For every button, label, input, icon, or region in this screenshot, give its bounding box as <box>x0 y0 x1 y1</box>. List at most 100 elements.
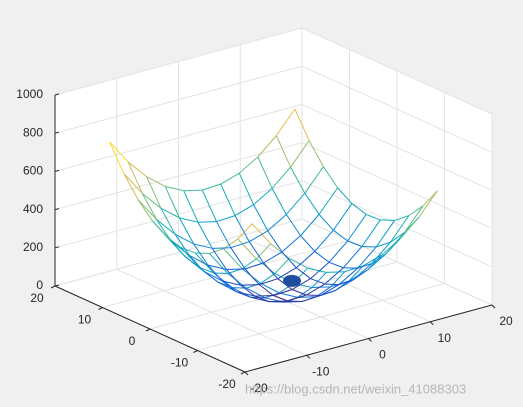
mesh-edge <box>160 207 180 219</box>
mesh-edge <box>220 183 236 216</box>
x-tick <box>429 321 434 326</box>
mesh-edge <box>209 253 229 274</box>
mesh-edge <box>295 267 311 279</box>
y-tick-label: -10 <box>171 356 189 370</box>
mesh-edge <box>170 240 186 257</box>
mesh-edge <box>320 290 335 297</box>
mesh-edge <box>254 295 270 303</box>
mesh-edge <box>300 214 320 236</box>
y-tick-label: 20 <box>30 291 44 305</box>
mesh-edge <box>249 230 269 243</box>
mesh-edge <box>213 272 228 274</box>
mesh-edge <box>267 214 287 232</box>
mesh-edge <box>183 189 203 192</box>
mesh-edge <box>156 219 176 235</box>
mesh-edge <box>174 233 194 245</box>
grid <box>50 27 496 376</box>
z-tick <box>54 208 60 211</box>
mesh-edge <box>123 173 143 194</box>
mesh-edge <box>267 230 283 253</box>
mesh-edge <box>253 204 269 232</box>
y-tick <box>145 328 151 332</box>
mesh-edge <box>304 166 324 194</box>
mesh-edge <box>328 261 344 269</box>
z-tick <box>54 169 60 172</box>
mesh-edge <box>347 240 363 247</box>
mesh-edge <box>277 267 297 280</box>
mesh-edge <box>311 286 331 289</box>
mesh-edge <box>287 300 303 303</box>
mesh-edge <box>127 161 147 178</box>
mesh-edge <box>216 215 236 223</box>
mesh-edge <box>281 251 297 269</box>
mesh-edge <box>211 248 227 270</box>
mesh-edge <box>220 172 240 185</box>
mesh-edge <box>301 295 321 302</box>
mesh-edge <box>306 294 321 297</box>
mesh-edge <box>310 261 330 279</box>
mesh-edge <box>263 251 283 264</box>
mesh-edge <box>248 241 264 264</box>
mesh-edge <box>308 140 324 167</box>
mesh-edge <box>226 269 242 286</box>
mesh-edge <box>189 255 205 272</box>
mesh-edge <box>343 267 358 269</box>
mesh-edge <box>197 221 213 249</box>
mesh-edge <box>238 172 255 205</box>
z-tick <box>54 284 60 287</box>
y-tick-label: 0 <box>129 334 136 348</box>
mesh-edge <box>285 214 301 236</box>
z-tick <box>54 93 60 96</box>
mesh-edge <box>201 189 217 222</box>
mesh-edge <box>304 192 320 215</box>
mesh-edge <box>322 166 339 189</box>
mesh-edge <box>294 108 310 141</box>
mesh-edge <box>230 247 246 270</box>
mesh-edge <box>244 268 260 285</box>
mesh-edge <box>408 205 424 217</box>
mesh-edge <box>338 267 358 285</box>
mesh-edge <box>216 221 232 248</box>
mesh-edge <box>156 219 172 242</box>
mesh-edge <box>207 264 223 282</box>
mesh-edge <box>375 220 396 248</box>
mesh-edge <box>226 268 246 270</box>
mesh-edge <box>348 265 364 282</box>
grid-line <box>301 65 493 153</box>
mesh-edge <box>371 241 391 264</box>
mesh-edge <box>240 284 260 286</box>
mesh-edge <box>259 278 278 286</box>
mesh-edge <box>361 246 377 248</box>
mesh-edge <box>344 265 364 273</box>
mesh-edge <box>254 295 274 297</box>
mesh-edge <box>295 251 316 269</box>
mesh-edge <box>263 262 279 280</box>
mesh-edge <box>385 232 405 255</box>
z-tick-label: 0 <box>36 278 43 292</box>
mesh-edge <box>193 243 213 249</box>
y-tick <box>98 307 103 310</box>
mesh-edge <box>174 234 190 256</box>
mesh-edge <box>257 135 277 158</box>
mesh-edge <box>253 187 273 206</box>
mesh-edge <box>271 166 291 189</box>
mesh-edge <box>328 240 348 263</box>
mesh-edge <box>334 279 354 292</box>
mesh-edge <box>333 229 348 242</box>
mesh-edge <box>418 190 438 218</box>
z-tick-label: 400 <box>23 202 43 216</box>
mesh-edge <box>275 135 292 168</box>
y-tick-label: 10 <box>78 313 92 327</box>
mesh-edge <box>238 156 259 174</box>
mesh-edge <box>394 215 410 221</box>
grid-line <box>301 218 493 306</box>
mesh-edge <box>237 223 253 240</box>
mesh-edge <box>291 278 311 290</box>
mesh-edge <box>287 294 307 302</box>
grid-line <box>54 218 303 287</box>
grid-line <box>54 27 303 96</box>
x-tick <box>368 338 372 342</box>
grid-line <box>54 103 303 172</box>
mesh-edge <box>290 166 306 194</box>
